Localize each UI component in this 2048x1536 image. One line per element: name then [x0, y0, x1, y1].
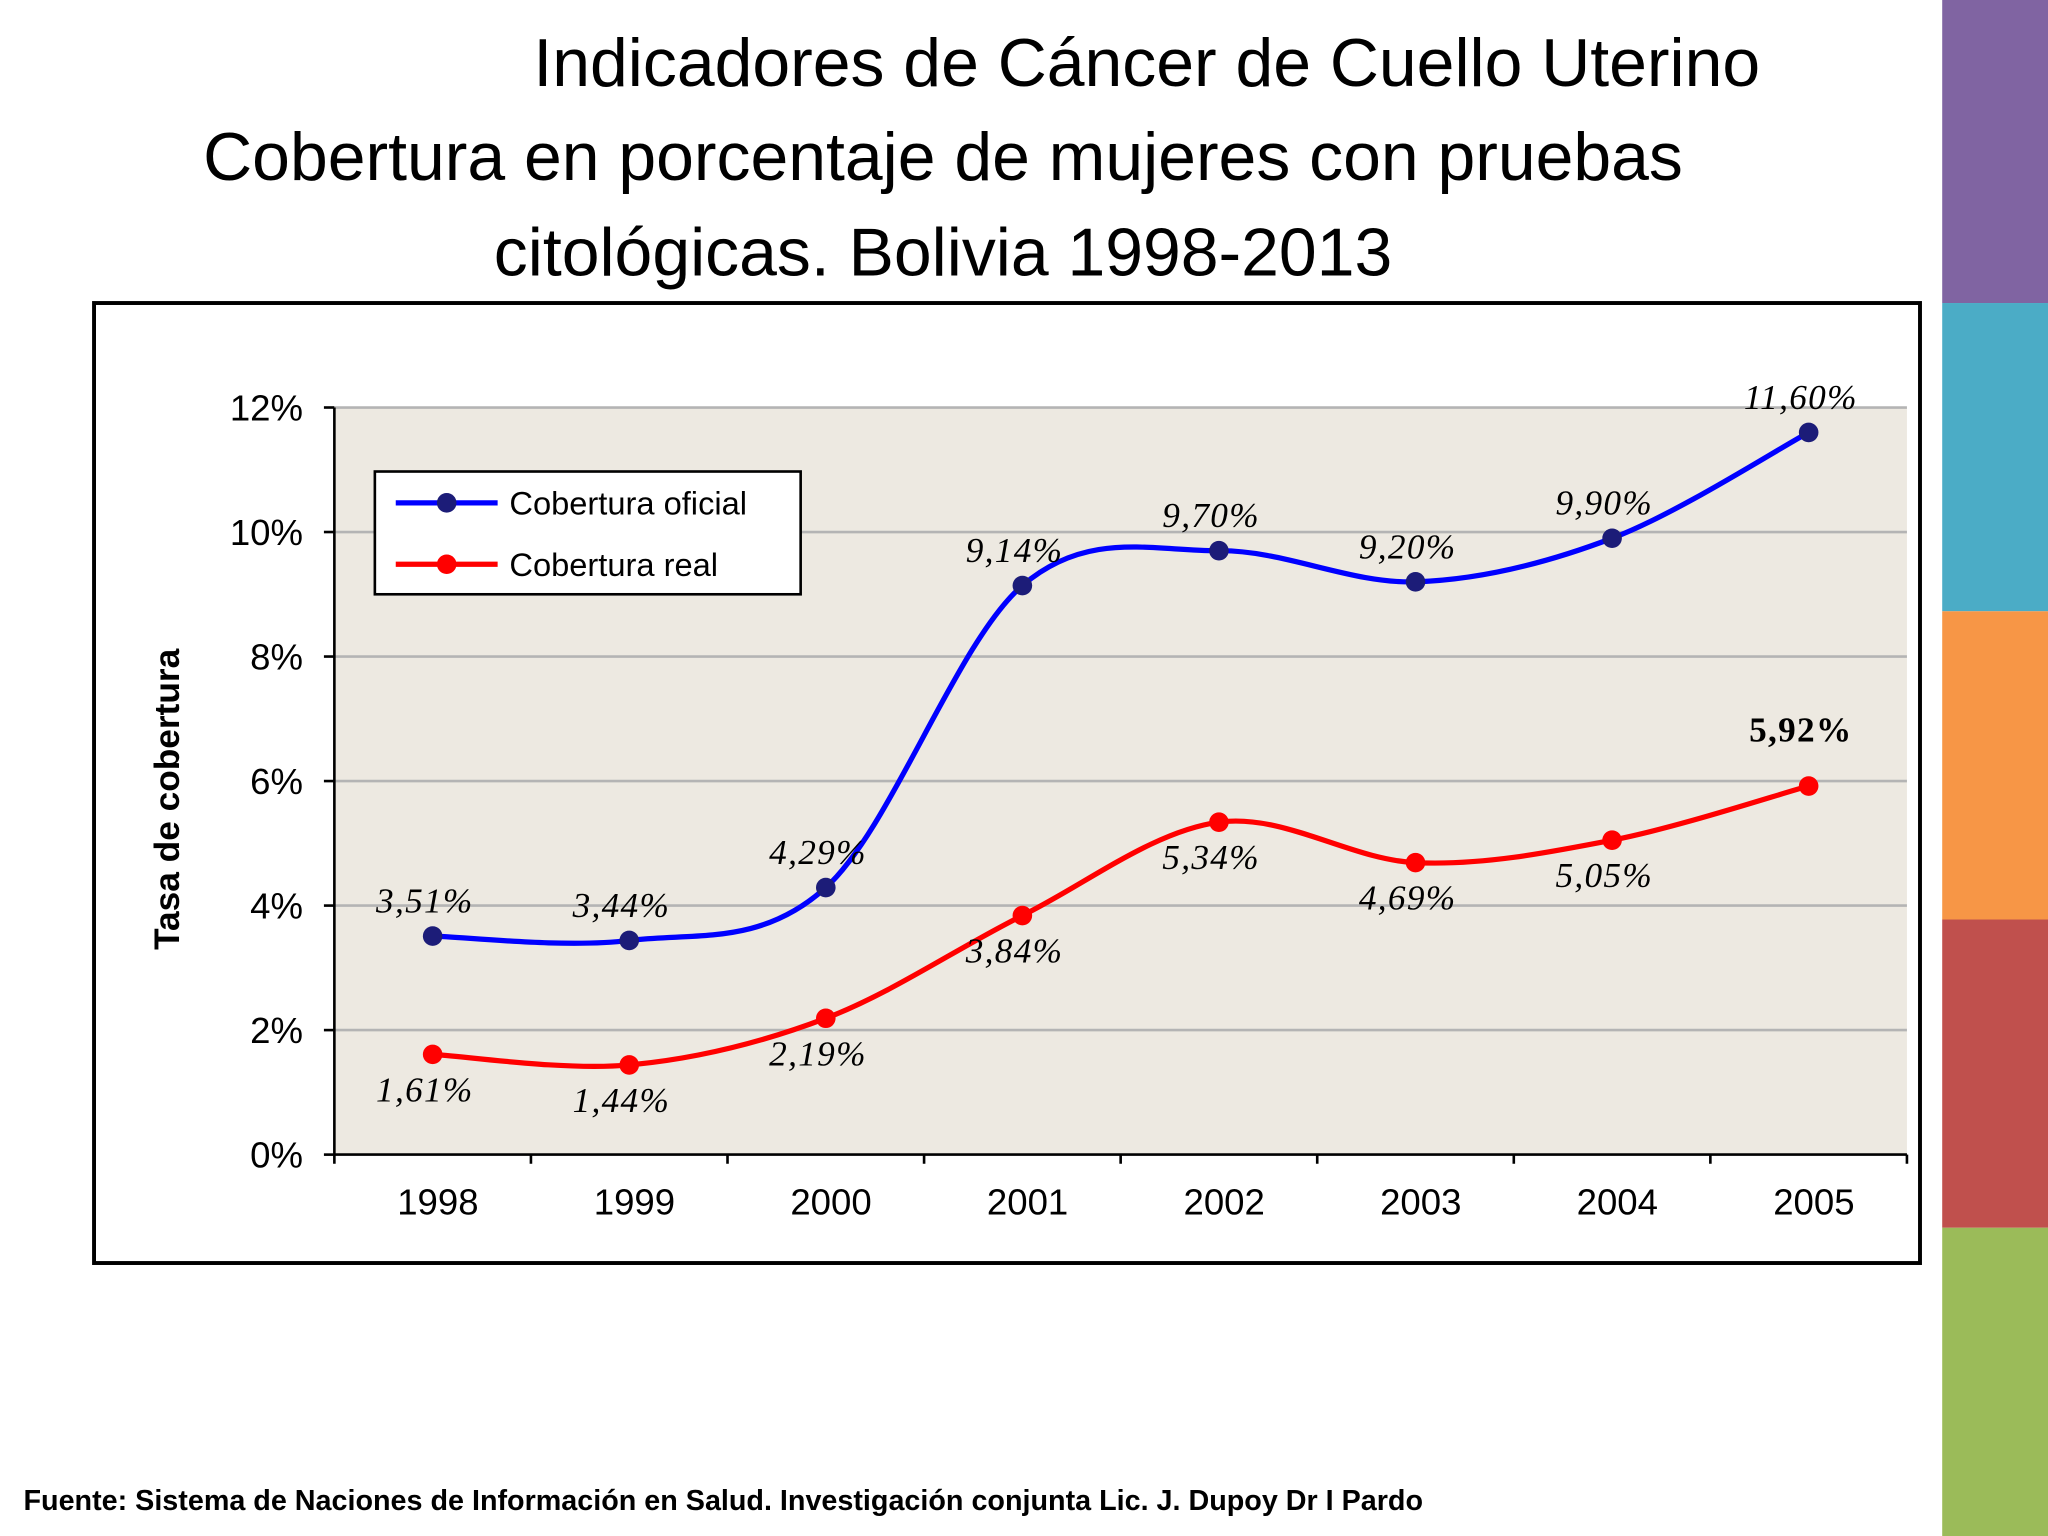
data-label: 9,14%	[966, 531, 1064, 570]
side-band	[1942, 303, 2048, 612]
marker	[1798, 422, 1819, 443]
data-label: 1,61%	[376, 1070, 474, 1109]
marker	[1798, 776, 1819, 796]
series-line	[432, 783, 1810, 1069]
data-label: 4,69%	[1359, 879, 1457, 918]
data-label: 5,92%	[1749, 711, 1852, 750]
data-label: 11,60%	[1744, 378, 1858, 417]
x-tick-label: 1999	[594, 1182, 675, 1223]
data-label: 3,84%	[965, 932, 1064, 971]
marker	[1602, 528, 1622, 549]
x-tick-label: 2002	[1183, 1182, 1264, 1223]
data-label: 1,44%	[573, 1081, 671, 1120]
data-label: 9,70%	[1162, 496, 1260, 535]
marker	[1012, 575, 1033, 596]
series-line	[432, 430, 1810, 946]
legend-label: Cobertura oficial	[509, 485, 747, 522]
y-tick-label: 8%	[250, 637, 303, 678]
marker	[1405, 852, 1426, 873]
x-tick-label: 2004	[1577, 1182, 1658, 1223]
marker	[1602, 830, 1622, 851]
data-label: 9,20%	[1359, 527, 1457, 566]
legend-marker	[436, 493, 457, 513]
y-axis-label: Tasa de cobertura	[148, 648, 187, 949]
marker	[816, 877, 836, 898]
marker	[422, 1044, 443, 1065]
x-tick-label: 2001	[987, 1182, 1068, 1223]
data-label: 3,51%	[375, 882, 474, 921]
y-tick-label: 6%	[250, 761, 303, 802]
legend-box	[373, 470, 802, 596]
x-tick-label: 2003	[1380, 1182, 1461, 1223]
data-label: 5,34%	[1162, 838, 1260, 877]
y-tick-label: 12%	[230, 388, 303, 429]
side-band	[1942, 919, 2048, 1228]
data-label: 2,19%	[769, 1034, 867, 1073]
marker	[1012, 905, 1033, 926]
source-note: Fuente: Sistema de Naciones de Informaci…	[24, 1485, 1424, 1517]
side-band	[1942, 1227, 2048, 1536]
y-tick-label: 2%	[250, 1010, 303, 1051]
data-label: 9,90%	[1555, 484, 1653, 523]
x-tick-label: 2000	[790, 1182, 871, 1223]
marker	[619, 930, 640, 951]
marker	[1209, 812, 1229, 832]
y-tick-label: 10%	[230, 512, 303, 553]
x-tick-label: 1998	[397, 1182, 478, 1223]
subtitle: Cobertura en porcentaje de mujeres con p…	[203, 120, 1683, 195]
x-tick-label: 2005	[1773, 1182, 1854, 1223]
marker	[619, 1055, 640, 1075]
marker	[422, 926, 443, 946]
data-label: 4,29%	[769, 833, 867, 872]
marker	[816, 1008, 836, 1029]
marker	[1405, 572, 1426, 592]
side-band	[1942, 0, 2048, 304]
subtitle: citológicas. Bolivia 1998-2013	[494, 216, 1392, 291]
legend-label: Cobertura real	[509, 546, 718, 583]
title: Indicadores de Cáncer de Cuello Uterino	[533, 26, 1760, 101]
y-tick-label: 0%	[250, 1135, 303, 1176]
y-tick-label: 4%	[250, 886, 303, 927]
side-band	[1942, 611, 2048, 920]
data-label: 5,05%	[1555, 856, 1653, 895]
legend-marker	[436, 554, 457, 575]
marker	[1209, 540, 1229, 561]
data-label: 3,44%	[572, 886, 671, 925]
